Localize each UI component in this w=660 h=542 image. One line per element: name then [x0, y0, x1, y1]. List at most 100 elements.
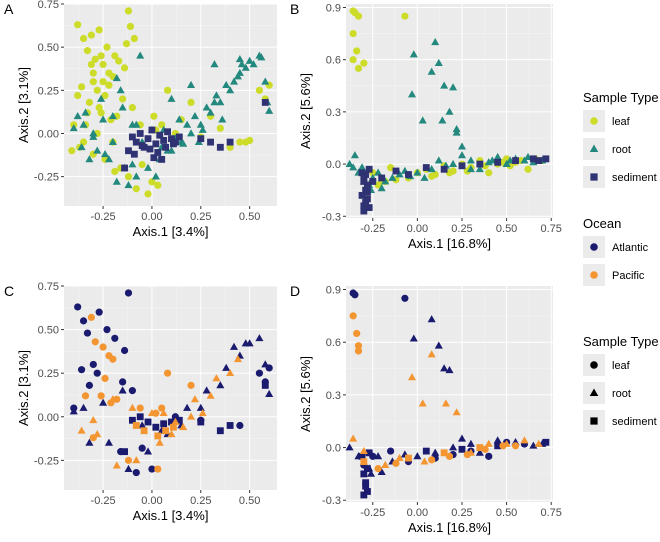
y-tick-label: 0.6 [326, 337, 341, 349]
data-point-sediment-square [136, 130, 144, 137]
data-point-sediment-square [360, 178, 368, 185]
data-point-pacific-triangle [89, 416, 98, 424]
data-point-root-triangle [73, 111, 82, 120]
data-point-pacific-triangle [147, 409, 156, 417]
data-point-pacific-triangle [534, 439, 543, 447]
data-point-pacific-circle [511, 442, 520, 450]
data-point-root-triangle [99, 115, 108, 123]
data-point-sediment-square [360, 174, 368, 182]
data-point-atlantic-triangle [216, 381, 225, 389]
data-point-pacific-circle [392, 459, 400, 467]
x-tick-label: -0.25 [91, 495, 116, 507]
legend-key-square [590, 173, 598, 181]
data-point-atlantic-circle [77, 366, 86, 374]
data-point-sediment-square [160, 136, 168, 144]
data-point-sediment-square [362, 171, 370, 178]
data-point-pacific-triangle [349, 434, 358, 442]
data-point-leaf-circle [428, 172, 436, 180]
data-point-pacific-triangle [233, 354, 242, 363]
data-point-pacific-circle [374, 465, 382, 473]
data-point-atlantic-square [362, 482, 370, 490]
legend-title: Sample Type [583, 334, 659, 349]
data-point-root-triangle [81, 108, 90, 116]
legend-key-circle [590, 361, 598, 369]
data-point-atlantic-circle [85, 381, 94, 389]
data-point-pacific-triangle [420, 457, 429, 465]
data-point-root-triangle [440, 81, 449, 89]
data-point-leaf-circle [485, 169, 493, 177]
data-point-pacific-square [132, 422, 140, 429]
data-point-atlantic-triangle [440, 364, 449, 372]
data-point-atlantic-triangle [445, 366, 454, 374]
data-point-sediment-square [363, 188, 371, 196]
data-point-atlantic-triangle [261, 360, 270, 368]
data-point-atlantic-triangle [104, 438, 113, 446]
data-point-pacific-circle [354, 347, 363, 355]
data-point-root-triangle [89, 129, 98, 137]
data-point-sediment-square [369, 178, 377, 185]
data-point-leaf-circle [97, 52, 105, 60]
data-point-root-triangle [434, 156, 443, 164]
data-point-root-triangle [85, 155, 94, 163]
data-point-leaf-circle [445, 169, 454, 177]
x-tick-label: 0.25 [451, 223, 472, 235]
data-point-root-triangle [202, 103, 211, 111]
data-point-sediment-square [150, 154, 158, 162]
data-point-leaf-circle [387, 163, 395, 172]
data-point-sediment-square [378, 174, 386, 182]
data-point-root-triangle [237, 60, 246, 68]
data-point-root-triangle [226, 86, 235, 94]
data-point-leaf-circle [89, 69, 97, 77]
data-point-atlantic-square [197, 418, 205, 426]
data-point-root-triangle [179, 139, 188, 147]
data-point-leaf-circle [163, 86, 172, 94]
data-point-leaf-circle [126, 22, 135, 31]
data-point-pacific-triangle [190, 395, 199, 403]
data-point-leaf-circle [111, 52, 119, 60]
data-point-root-triangle [235, 55, 244, 63]
data-point-atlantic-triangle [202, 386, 211, 394]
data-point-leaf-circle [187, 98, 195, 107]
data-point-root-triangle [183, 120, 192, 128]
data-point-root-triangle [206, 108, 215, 116]
y-tick-label: 0.25 [38, 368, 59, 380]
data-point-leaf-circle [150, 112, 158, 120]
data-point-atlantic-triangle [69, 407, 78, 415]
data-point-sediment-square [121, 164, 128, 172]
data-point-leaf-circle [93, 86, 101, 94]
data-point-root-triangle [218, 115, 227, 123]
data-point-pacific-circle [99, 343, 107, 351]
data-point-atlantic-square [226, 422, 234, 429]
y-tick-label: 0.25 [38, 85, 59, 97]
data-point-root-triangle [381, 177, 390, 185]
data-point-root-triangle [257, 53, 266, 61]
data-point-atlantic-circle [74, 303, 82, 311]
data-point-sediment-square [535, 157, 543, 165]
x-tick-label: 0.25 [190, 211, 211, 223]
data-point-atlantic-circle [485, 452, 493, 460]
data-point-root-triangle [108, 111, 117, 120]
panel-tag: A [4, 1, 14, 17]
legend-key-circle [590, 117, 598, 125]
data-point-atlantic-triangle [431, 448, 440, 456]
data-point-sediment-square [175, 133, 183, 141]
data-point-atlantic-circle [138, 444, 146, 452]
data-point-leaf-circle [91, 55, 99, 63]
data-point-atlantic-circle [89, 360, 97, 369]
data-point-pacific-triangle [502, 439, 511, 447]
data-point-atlantic-square [136, 413, 144, 421]
data-point-sediment-square [529, 155, 537, 163]
data-point-pacific-square [476, 444, 484, 451]
data-point-root-triangle [77, 143, 86, 151]
data-point-atlantic-square [152, 423, 160, 431]
data-point-atlantic-circle [351, 291, 359, 299]
data-point-atlantic-square [422, 447, 430, 455]
x-axis-title: Axis.1 [16.8%] [408, 520, 491, 535]
data-point-atlantic-triangle [124, 464, 133, 472]
data-point-pacific-circle [97, 392, 105, 400]
data-point-leaf-circle [242, 138, 250, 146]
data-point-sediment-square [542, 155, 550, 163]
data-point-sediment-square [392, 167, 400, 175]
data-point-root-triangle [374, 168, 383, 176]
data-point-sediment-square [130, 150, 138, 158]
